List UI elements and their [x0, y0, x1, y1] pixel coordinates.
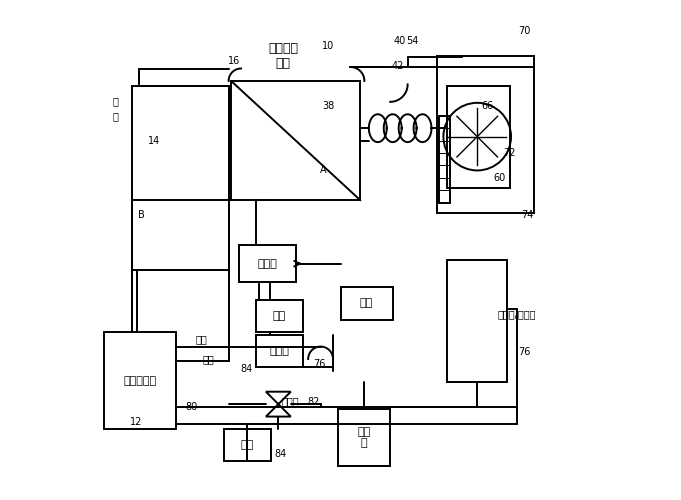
Text: 66: 66 — [481, 101, 493, 111]
Text: 装置: 装置 — [276, 57, 291, 70]
Text: 40: 40 — [394, 36, 407, 46]
Bar — [447, 260, 507, 382]
Text: 空气泵: 空气泵 — [270, 346, 289, 356]
Text: 12: 12 — [131, 416, 143, 426]
Text: 82: 82 — [307, 396, 319, 406]
Text: 80: 80 — [185, 402, 197, 411]
Text: 76: 76 — [518, 347, 530, 357]
Text: B: B — [138, 210, 145, 220]
Text: 气: 气 — [113, 111, 118, 120]
Text: 42: 42 — [392, 61, 404, 71]
Text: 84: 84 — [240, 364, 252, 374]
Bar — [104, 332, 176, 429]
Text: 进气: 进气 — [195, 334, 207, 344]
Bar — [256, 300, 303, 332]
Text: 催化转化: 催化转化 — [268, 42, 298, 55]
Bar — [131, 86, 229, 270]
Text: 进气: 进气 — [203, 354, 215, 364]
Bar — [256, 334, 303, 367]
Text: 84: 84 — [274, 449, 287, 459]
Text: 冷凝器/收集器: 冷凝器/收集器 — [498, 310, 536, 320]
Bar — [447, 86, 509, 188]
Text: 10: 10 — [322, 41, 334, 51]
Text: 燃料: 燃料 — [273, 311, 286, 321]
Bar — [231, 81, 360, 200]
Text: 柴油发动机: 柴油发动机 — [124, 376, 157, 386]
Text: 过滤
器: 过滤 器 — [358, 427, 370, 448]
Text: 控制: 控制 — [240, 440, 254, 450]
Text: 76: 76 — [313, 360, 326, 370]
Text: 空气阀: 空气阀 — [282, 396, 300, 406]
Text: A: A — [320, 166, 326, 175]
Text: 14: 14 — [148, 136, 160, 145]
Text: 16: 16 — [227, 56, 240, 66]
Bar — [223, 429, 271, 462]
Text: 排: 排 — [113, 96, 118, 106]
Bar — [338, 409, 390, 467]
Bar — [340, 288, 393, 320]
Text: 电控: 电控 — [360, 298, 373, 308]
Text: 70: 70 — [518, 26, 530, 36]
Text: 38: 38 — [322, 101, 334, 111]
Text: 54: 54 — [407, 36, 419, 46]
Text: 72: 72 — [503, 148, 516, 158]
Bar — [437, 56, 535, 212]
Bar — [439, 116, 450, 203]
Bar — [238, 245, 296, 282]
Text: 74: 74 — [521, 210, 533, 220]
Text: 60: 60 — [494, 173, 506, 183]
Text: 加热器: 加热器 — [257, 258, 277, 268]
